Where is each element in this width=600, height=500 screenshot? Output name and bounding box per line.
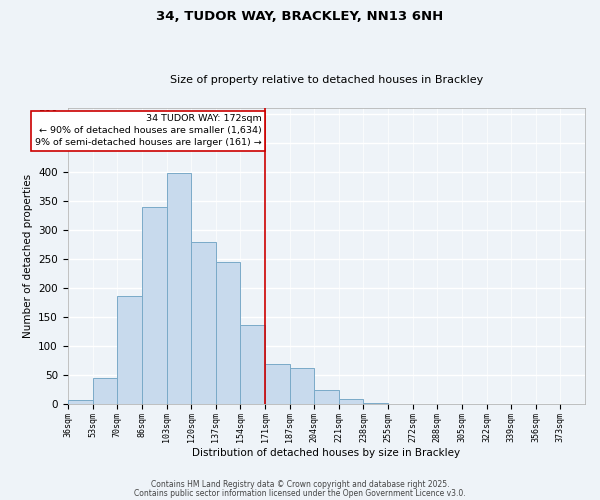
Bar [167, 174, 191, 404]
Bar [290, 368, 314, 404]
Bar [265, 364, 290, 405]
Bar [118, 296, 142, 405]
Text: 34 TUDOR WAY: 172sqm
← 90% of detached houses are smaller (1,634)
9% of semi-det: 34 TUDOR WAY: 172sqm ← 90% of detached h… [35, 114, 262, 147]
Bar [68, 400, 93, 404]
Text: Contains HM Land Registry data © Crown copyright and database right 2025.: Contains HM Land Registry data © Crown c… [151, 480, 449, 489]
Title: Size of property relative to detached houses in Brackley: Size of property relative to detached ho… [170, 76, 483, 86]
Text: 34, TUDOR WAY, BRACKLEY, NN13 6NH: 34, TUDOR WAY, BRACKLEY, NN13 6NH [157, 10, 443, 23]
Bar [216, 262, 241, 404]
Text: Contains public sector information licensed under the Open Government Licence v3: Contains public sector information licen… [134, 490, 466, 498]
Y-axis label: Number of detached properties: Number of detached properties [23, 174, 32, 338]
Bar [142, 207, 167, 404]
Bar [191, 242, 216, 404]
Bar [364, 402, 388, 404]
Bar [339, 398, 364, 404]
Bar [241, 325, 265, 404]
Bar [93, 378, 118, 404]
X-axis label: Distribution of detached houses by size in Brackley: Distribution of detached houses by size … [192, 448, 460, 458]
Bar [314, 390, 339, 404]
